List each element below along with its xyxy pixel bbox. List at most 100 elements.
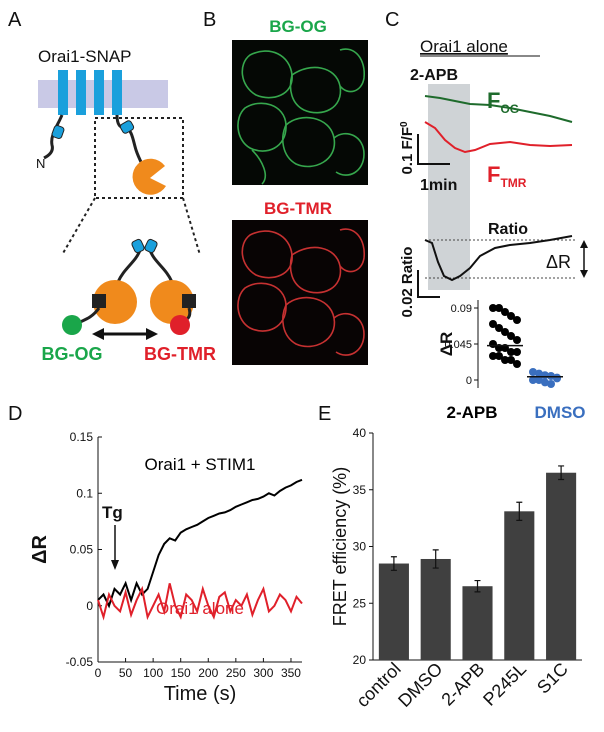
schematic: Orai1-SNAP N BG-OG BG-TMR — [36, 47, 216, 364]
snap-tag — [132, 158, 166, 195]
y-tick-label: 40 — [353, 426, 367, 440]
point — [529, 368, 537, 376]
x-tick-label: 2-APB — [446, 403, 497, 422]
annotation: Tg — [102, 503, 123, 522]
n-terminus — [43, 114, 64, 160]
micrographs: BG-OG BG-TMR — [232, 17, 368, 365]
x-tick-label: 300 — [253, 666, 273, 680]
x-tick-label: 100 — [143, 666, 163, 680]
error-bar — [474, 579, 481, 593]
y-tick-label: -0.05 — [66, 655, 94, 669]
x-tick-label: S1C — [533, 659, 572, 698]
helix — [131, 238, 145, 254]
scale-bar — [417, 270, 440, 298]
helix — [51, 124, 65, 140]
trace-label: Ratio — [488, 221, 528, 238]
point — [513, 316, 521, 324]
y-tick-label: 0.15 — [70, 430, 94, 444]
zoom-box — [94, 117, 184, 199]
image-label: BG-TMR — [264, 199, 332, 218]
x-tick-label: 0 — [95, 666, 102, 680]
bar — [420, 558, 451, 660]
point — [513, 348, 521, 356]
point — [513, 360, 521, 368]
x-tick-label: 350 — [281, 666, 301, 680]
y-tick-label: 0.1 — [76, 486, 93, 500]
point — [547, 380, 555, 388]
point — [507, 356, 515, 364]
og-trace — [424, 95, 573, 123]
series-label: Orai1 + STIM1 — [144, 455, 255, 474]
point — [553, 374, 561, 383]
point — [489, 304, 497, 312]
y-tick-label: 30 — [353, 540, 367, 554]
cell-outlines — [237, 48, 365, 185]
bar — [378, 563, 409, 660]
point — [507, 332, 515, 340]
error-bar — [558, 465, 565, 481]
image-tmr — [232, 220, 368, 365]
helix — [144, 238, 158, 254]
scale-label: 1min — [420, 177, 457, 194]
helix — [94, 70, 104, 115]
bar — [504, 511, 535, 660]
series-line — [97, 583, 303, 621]
point — [547, 372, 555, 380]
error-bar — [516, 501, 523, 521]
helix — [58, 70, 68, 115]
y-tick-label: 0 — [466, 375, 472, 387]
point — [495, 352, 503, 360]
point — [501, 356, 509, 364]
y-tick-label: 20 — [353, 653, 367, 667]
image-label: BG-OG — [269, 17, 327, 36]
ratio-trace — [424, 235, 573, 282]
cell-outlines — [237, 228, 365, 356]
trace-label: FOG — [487, 88, 519, 116]
x-tick-label: 2-APB — [437, 659, 488, 710]
error-bar — [432, 549, 439, 569]
y-axis-label: FRET efficiency (%) — [330, 467, 350, 626]
error-bar — [390, 556, 397, 571]
zoom-line — [61, 197, 96, 256]
trace-label: FTMR — [487, 162, 527, 190]
y-tick-label: 0.09 — [451, 303, 472, 315]
delta-label: ΔR — [546, 252, 571, 272]
x-axis-label: Time (s) — [164, 683, 237, 705]
point — [529, 376, 537, 384]
y-axis-label: ΔR — [437, 332, 456, 357]
y-tick-label: 0.045 — [444, 339, 472, 351]
point — [501, 308, 509, 316]
point — [489, 352, 497, 360]
scale-label: 0.1 F/F0 — [399, 121, 416, 175]
annotation-arrowhead — [111, 560, 119, 570]
tmr-dye — [170, 315, 190, 335]
image-og — [232, 40, 368, 185]
x-tick-label: DMSO — [535, 403, 586, 422]
construct-label: Orai1-SNAP — [38, 47, 132, 66]
point — [513, 336, 521, 344]
panel-title: Orai1 alone — [420, 37, 508, 56]
panel-label: D — [8, 403, 22, 425]
tmr-trace — [424, 121, 573, 154]
delta-arrowheads — [580, 240, 588, 278]
x-tick-label: 200 — [198, 666, 218, 680]
x-tick-label: 150 — [171, 666, 191, 680]
point — [501, 328, 509, 336]
substrate — [92, 294, 106, 308]
y-tick-label: 25 — [353, 596, 367, 610]
panel-label: E — [318, 403, 331, 425]
point — [495, 324, 503, 332]
snap-tag — [150, 280, 194, 324]
x-tick-label: 50 — [119, 666, 133, 680]
zoom-line — [182, 197, 201, 256]
dye-label: BG-TMR — [144, 344, 216, 364]
substrate — [182, 294, 196, 308]
point — [495, 304, 503, 312]
point — [507, 312, 515, 320]
point — [507, 348, 515, 356]
series-label: Orai1 alone — [156, 599, 244, 618]
helix — [112, 70, 122, 115]
y-tick-label: 0.05 — [70, 543, 94, 557]
